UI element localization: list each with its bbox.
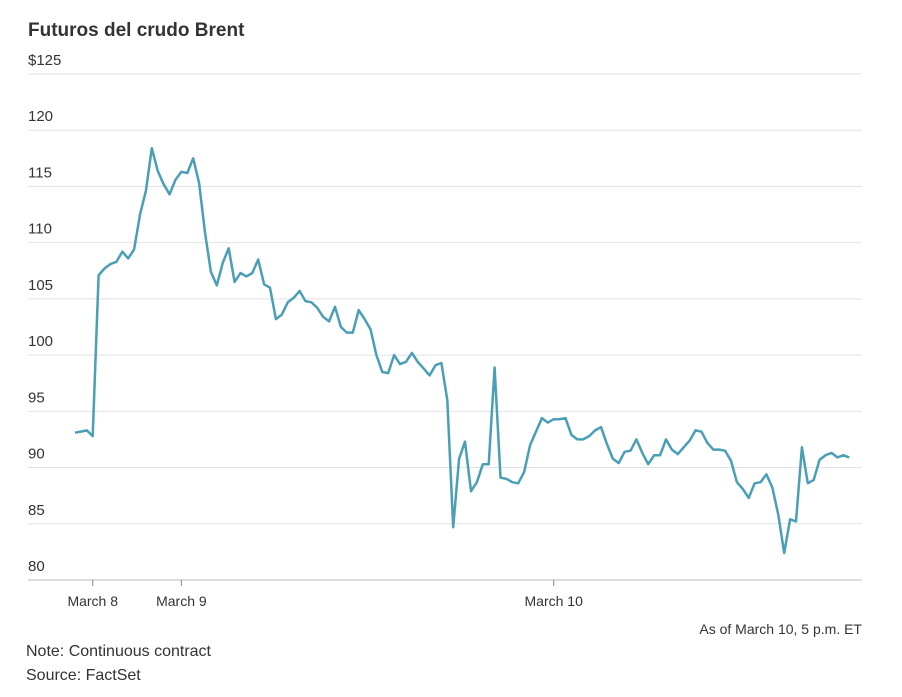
y-tick-label: 115 [28,164,52,181]
y-tick-label: 90 [28,446,45,463]
y-tick-label: 80 [28,558,45,575]
y-tick-label: $125 [28,52,61,69]
y-tick-label: 110 [28,221,52,238]
chart-title: Futuros del crudo Brent [28,20,245,41]
y-tick-label: 95 [28,389,45,406]
x-tick-label: March 10 [525,593,584,609]
y-tick-label: 100 [28,333,53,350]
y-tick-label: 120 [28,108,53,125]
note: Note: Continuous contract [26,643,212,660]
price-line [74,146,850,555]
y-tick-label: 85 [28,502,45,519]
annotation: As of March 10, 5 p.m. ET [699,621,862,637]
x-tick-label: March 8 [67,593,118,609]
x-tick-label: March 9 [156,593,207,609]
y-tick-label: 105 [28,277,53,294]
source: Source: FactSet [26,667,141,684]
